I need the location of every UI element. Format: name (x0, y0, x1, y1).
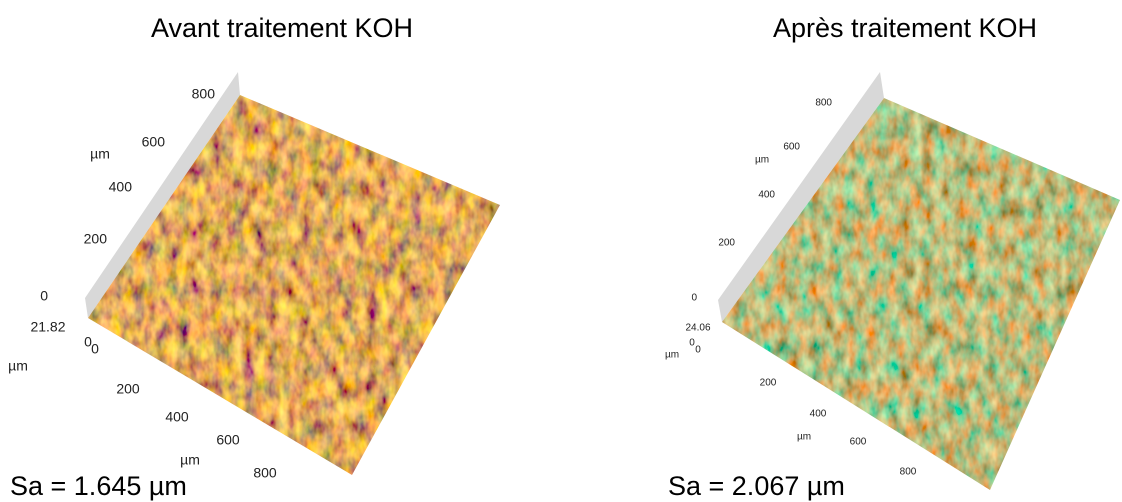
axis-label: µm (90, 146, 110, 162)
axis-label: 200 (760, 378, 777, 389)
axis-label: µm (797, 432, 811, 443)
axis-label: 24.06 (685, 323, 710, 334)
axis-label: 800 (900, 467, 917, 478)
axis-label: 800 (192, 86, 216, 102)
axis-label: 400 (165, 409, 189, 425)
axis-label: µm (755, 155, 769, 166)
panel-title: Après traitement KOH (773, 13, 1037, 43)
figure: Avant traitement KOH 800 600 400 200 0 µm 21.82… (0, 0, 1122, 502)
axis-label: 600 (783, 142, 800, 153)
axis-label: 0 (91, 341, 99, 357)
axis-label: 0 (691, 293, 697, 304)
panel-title: Avant traitement KOH (151, 13, 413, 43)
roughness-label: Sa = 2.067 µm (668, 471, 845, 501)
axis-label: 600 (216, 432, 240, 448)
axis-label: 800 (815, 98, 832, 109)
axis-label: µm (665, 350, 679, 361)
axis-label: 0 (40, 288, 48, 304)
surface-plot (88, 95, 500, 475)
axis-label: µm (8, 358, 28, 374)
axis-label: 200 (116, 381, 140, 397)
axis-label: 600 (850, 437, 867, 448)
axis-label: 400 (109, 179, 133, 195)
axis-label: 400 (810, 409, 827, 420)
axis-label: 21.82 (30, 319, 65, 335)
axis-label: 400 (758, 190, 775, 201)
roughness-label: Sa = 1.645 µm (10, 471, 187, 501)
axis-label: 0 (695, 345, 701, 356)
axis-label: 200 (718, 238, 735, 249)
surface-plot (722, 98, 1120, 490)
axis-label: µm (180, 452, 200, 468)
axis-label: 600 (142, 134, 166, 150)
axis-label: 800 (253, 465, 277, 481)
axis-label: 200 (84, 231, 108, 247)
